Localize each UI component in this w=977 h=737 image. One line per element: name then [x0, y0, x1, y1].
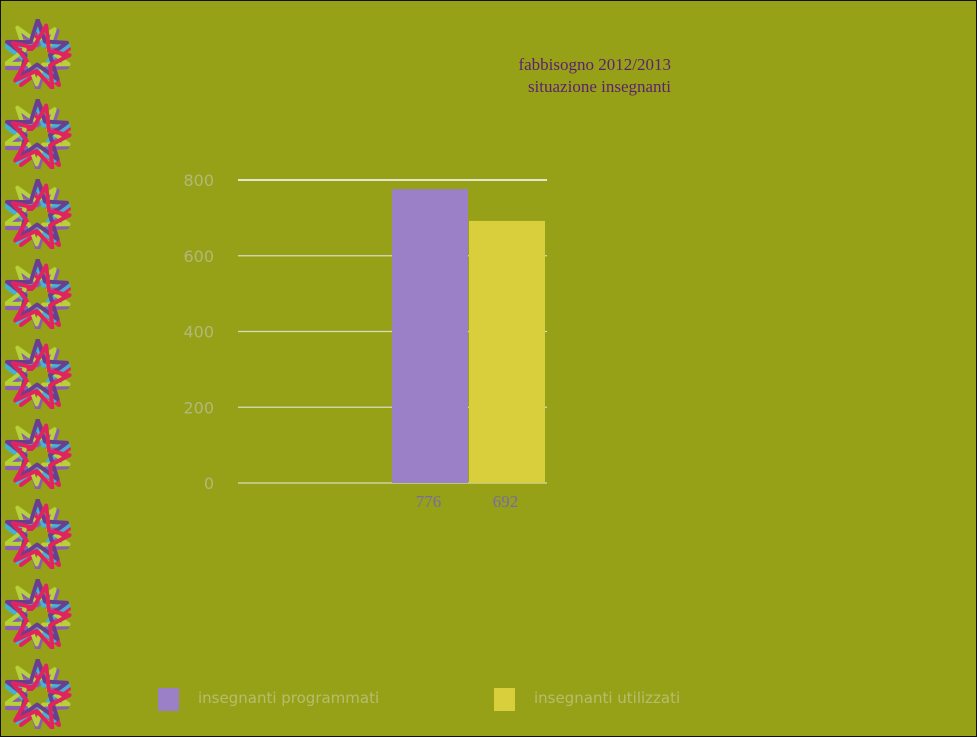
star-knot-icon [5, 339, 72, 409]
y-tick-label: 200 [183, 398, 214, 417]
y-tick-label: 600 [183, 247, 214, 266]
chart-title: fabbisogno 2012/2013 [518, 55, 671, 74]
y-tick-label: 400 [183, 323, 214, 342]
legend-label-utilizzati: insegnanti utilizzati [534, 689, 681, 707]
bar-programmati [392, 189, 468, 483]
star-knot-icon [5, 419, 72, 489]
data-label: 692 [493, 492, 519, 511]
y-tick-label: 0 [204, 474, 214, 493]
chart-subtitle: situazione insegnanti [527, 77, 671, 96]
legend-swatch-programmati [158, 688, 179, 711]
star-knot-icon [5, 499, 72, 569]
star-knot-icon [5, 179, 72, 249]
bar-utilizzati [469, 220, 545, 483]
star-knot-icon [5, 659, 72, 729]
legend-swatch-utilizzati [494, 688, 515, 711]
star-knot-icon [5, 99, 72, 169]
chart-title-block: fabbisogno 2012/2013 situazione insegnan… [381, 54, 671, 98]
legend-label-programmati: insegnanti programmati [198, 689, 380, 707]
decoration-column [5, 19, 75, 736]
y-tick-label: 800 [183, 171, 214, 190]
data-label: 776 [416, 492, 442, 511]
star-knot-icon [5, 579, 72, 649]
star-knot-icon [5, 19, 72, 89]
star-knot-icon [5, 259, 72, 329]
